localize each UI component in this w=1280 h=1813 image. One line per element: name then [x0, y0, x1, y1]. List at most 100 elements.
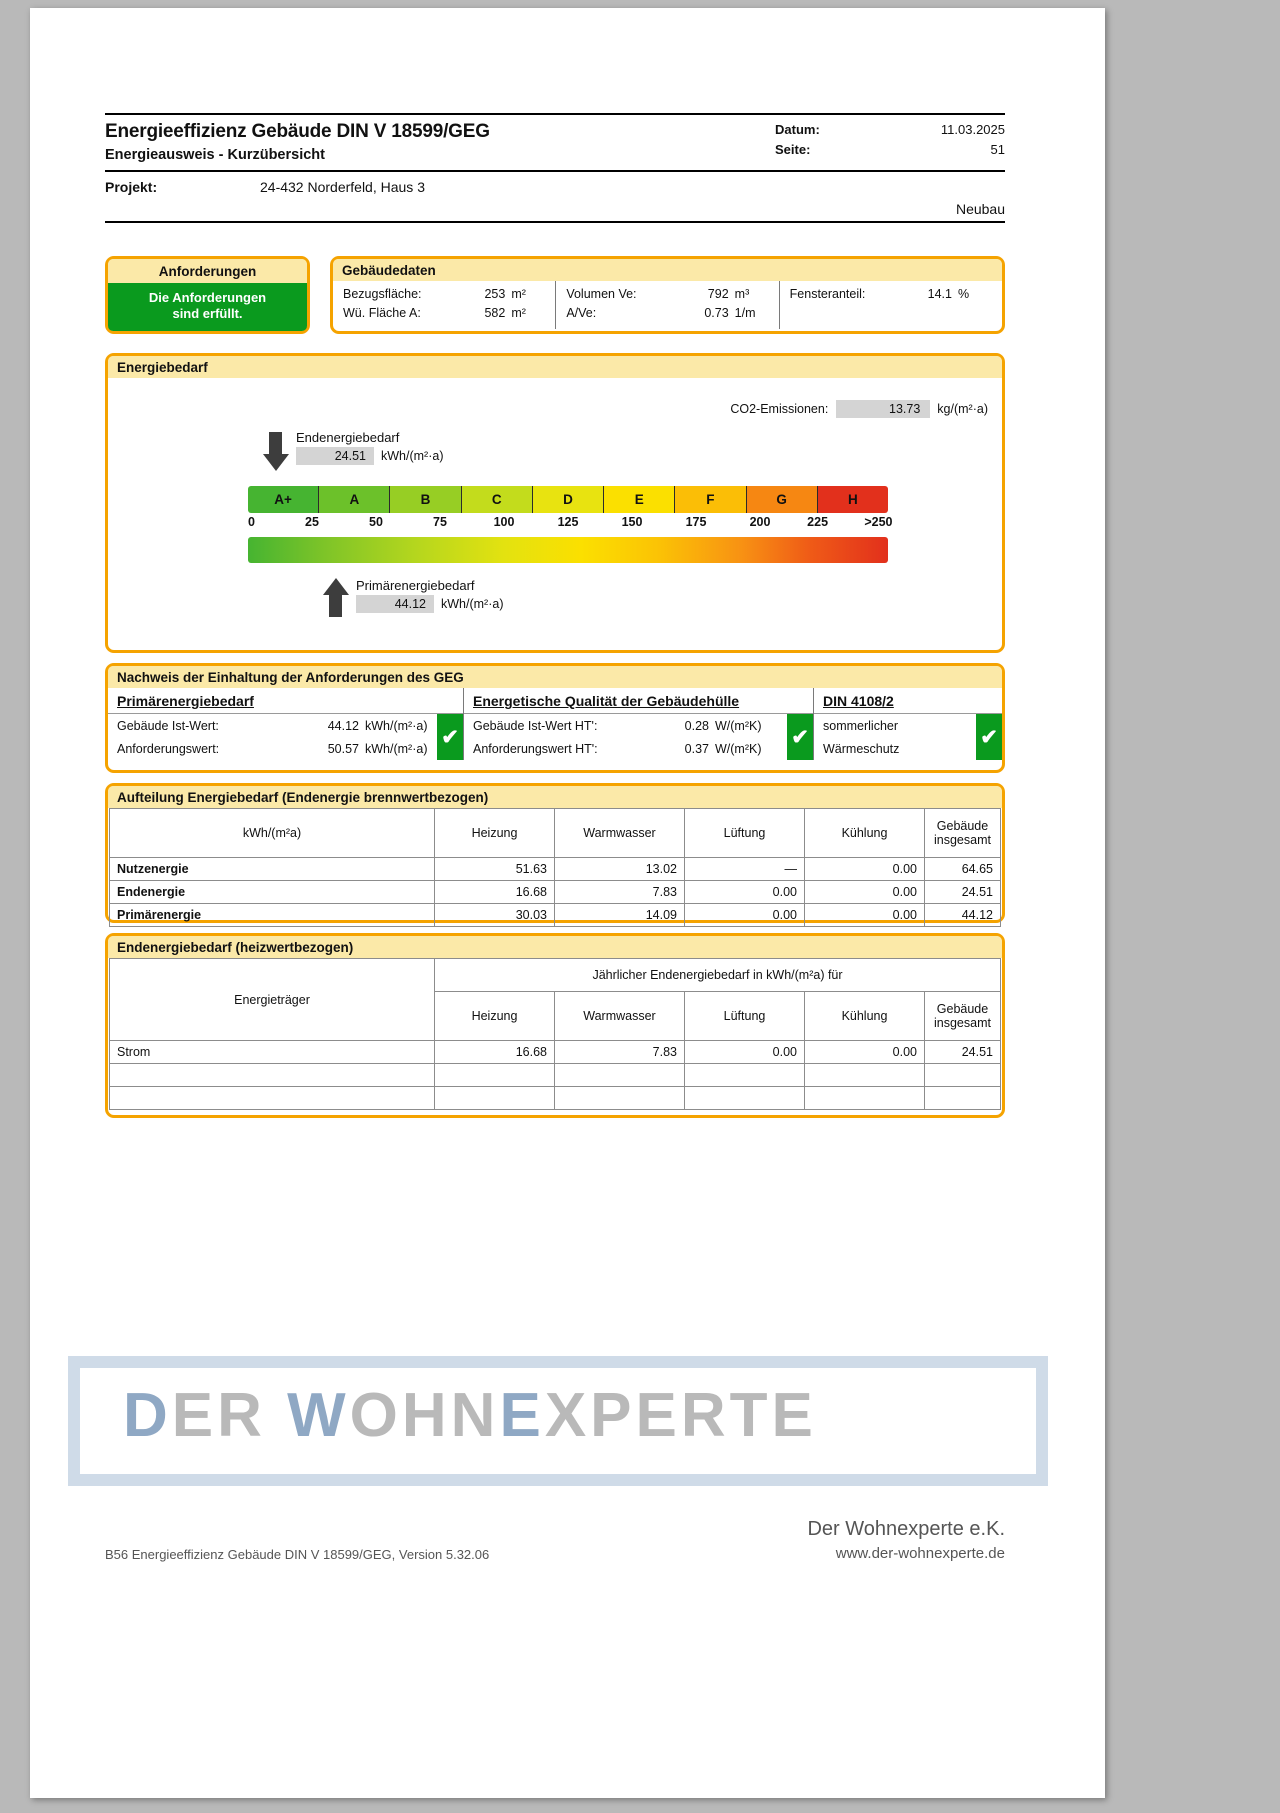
final-energy-title: Endenergiebedarf (heizwertbezogen)	[108, 936, 1002, 958]
footer-website[interactable]: www.der-wohnexperte.de	[835, 1545, 1005, 1562]
energy-demand-panel: Energiebedarf CO2-Emissionen: 13.73 kg/(…	[105, 353, 1005, 653]
compliance-col1-title: Primärenergiebedarf	[117, 693, 254, 709]
arrow-down-icon	[263, 432, 289, 471]
date-label: Datum:	[775, 122, 820, 137]
col-header-kuehlung: Kühlung	[804, 991, 925, 1041]
col-header-warmwasser: Warmwasser	[554, 808, 685, 858]
building-data-title: Gebäudedaten	[333, 259, 1002, 281]
cell-value: 24.51	[924, 880, 1001, 904]
watermark-part-4: OHN	[349, 1381, 500, 1450]
col-header-kuehlung: Kühlung	[804, 808, 925, 858]
cell-value: 0.00	[804, 1040, 925, 1064]
table-row: Strom 16.68 7.83 0.00 0.00 24.51	[109, 1040, 1001, 1064]
page-label: Seite:	[775, 142, 811, 157]
building-data-panel: Gebäudedaten Bezugsfläche: 253 m² Wü. Fl…	[330, 256, 1005, 334]
cell-value: 16.68	[434, 880, 555, 904]
primary-anforderung-label: Anforderungswert:	[117, 741, 220, 756]
primary-energy-marker: Primärenergiebedarf 44.12 kWh/(m²·a)	[323, 578, 504, 617]
table-header-row: Energieträger Jährlicher Endenergiebedar…	[109, 958, 1001, 1041]
volumen-label: Volumen Ve:	[566, 287, 637, 301]
checkmark-icon: ✔	[787, 714, 813, 760]
building-data-col-2: Volumen Ve: 792 m³ A/Ve: 0.73 1/m	[555, 281, 778, 329]
class-segment-g: G	[746, 486, 818, 513]
compliance-col-din: DIN 4108/2 sommerlicher Wärmeschutz ✔	[813, 688, 1002, 760]
watermark-frame	[68, 1356, 1048, 1486]
col-header-heizung: Heizung	[434, 991, 555, 1041]
scale-tick-labels: 0 25 50 75 100 125 150 175 200 225 >250	[248, 515, 892, 535]
header-rule-mid	[105, 170, 1005, 172]
cell-value: 7.83	[554, 1040, 685, 1064]
tick-label: 150	[621, 515, 643, 529]
building-data-row: Fensteranteil: 14.1 %	[790, 285, 992, 304]
cell-value: 0.00	[684, 903, 805, 927]
class-segment-h: H	[817, 486, 888, 513]
ht-ist-value: 0.28	[684, 718, 709, 733]
compliance-row: Wärmeschutz	[814, 737, 976, 760]
wu-flaeche-label: Wü. Fläche A:	[343, 306, 421, 321]
building-data-col-3: Fensteranteil: 14.1 %	[778, 281, 1002, 329]
watermark-part-2: ER	[171, 1381, 288, 1450]
fensteranteil-unit: %	[957, 287, 970, 301]
primary-energy-unit: kWh/(m²·a)	[441, 597, 504, 611]
ht-ist-label: Gebäude Ist-Wert HT':	[473, 718, 598, 733]
row-label-strom: Strom	[109, 1040, 435, 1064]
fensteranteil-value: 14.1	[927, 287, 952, 301]
primary-ist-unit: kWh/(m²·a)	[365, 718, 428, 733]
watermark-logo: DER WOHNEXPERTE	[68, 1338, 1058, 1503]
compliance-row: Gebäude Ist-Wert HT': 0.28 W/(m²K)	[464, 714, 787, 737]
cell-value: 0.00	[804, 903, 925, 927]
co2-emissions-row: CO2-Emissionen: 13.73 kg/(m²·a)	[730, 400, 988, 418]
primary-energy-label: Primärenergiebedarf	[356, 578, 475, 593]
ave-unit: 1/m	[734, 306, 756, 321]
tick-label: 25	[305, 515, 319, 529]
table-row: Endenergie 16.68 7.83 0.00 0.00 24.51	[109, 880, 1001, 904]
document-title: Energieeffizienz Gebäude DIN V 18599/GEG	[105, 121, 490, 142]
cell-value: 30.03	[434, 903, 555, 927]
compliance-row: Anforderungswert HT': 0.37 W/(m²K)	[464, 737, 787, 760]
tick-label: 175	[685, 515, 707, 529]
class-segment-b: B	[390, 486, 462, 513]
building-data-row-empty	[790, 304, 992, 323]
arrow-up-icon	[323, 578, 349, 617]
compliance-col2-title: Energetische Qualität der Gebäudehülle	[473, 693, 740, 709]
compliance-row: sommerlicher	[814, 714, 976, 737]
cell-value: 24.51	[924, 1040, 1001, 1064]
class-segment-c: C	[461, 486, 533, 513]
bezugsflaeche-label: Bezugsfläche:	[343, 287, 422, 301]
primary-anforderung-value: 50.57	[327, 741, 359, 756]
annual-demand-header: Jährlicher Endenergiebedarf in kWh/(m²a)…	[434, 958, 1001, 992]
col-header-lueftung: Lüftung	[684, 808, 805, 858]
requirements-panel: Anforderungen Die Anforderungen sind erf…	[105, 256, 310, 334]
table-row-empty	[109, 1063, 1001, 1087]
breakdown-panel: Aufteilung Energiebedarf (Endenergie bre…	[105, 783, 1005, 927]
tick-label: >250	[864, 515, 893, 529]
end-energy-unit: kWh/(m²·a)	[381, 449, 444, 463]
building-data-row: Volumen Ve: 792 m³	[566, 285, 768, 304]
col-header-heizung: Heizung	[434, 808, 555, 858]
breakdown-unit-header: kWh/(m²a)	[109, 808, 435, 858]
checkmark-icon: ✔	[976, 714, 1002, 760]
cell-value: 0.00	[804, 857, 925, 881]
row-label-primaerenergie: Primärenergie	[109, 903, 435, 927]
footer-company: Der Wohnexperte e.K.	[807, 1518, 1005, 1540]
efficiency-scale: A+ A B C D E F G H 0 25 50 75 100 125 15…	[248, 486, 892, 563]
checkmark-icon: ✔	[437, 714, 463, 760]
ht-ist-unit: W/(m²K)	[715, 718, 762, 733]
co2-unit: kg/(m²·a)	[937, 402, 988, 416]
date-value: 11.03.2025	[940, 122, 1005, 137]
compliance-row: Gebäude Ist-Wert: 44.12 kWh/(m²·a)	[108, 714, 437, 737]
document-footer: B56 Energieeffizienz Gebäude DIN V 18599…	[105, 1518, 1005, 1562]
compliance-title: Nachweis der Einhaltung der Anforderunge…	[108, 666, 1002, 688]
footer-version: B56 Energieeffizienz Gebäude DIN V 18599…	[105, 1547, 490, 1562]
cell-value: 7.83	[554, 880, 685, 904]
col-header-warmwasser: Warmwasser	[554, 991, 685, 1041]
col-header-gesamt: Gebäude insgesamt	[924, 808, 1001, 858]
compliance-col3-title: DIN 4108/2	[823, 693, 894, 709]
cell-value: 0.00	[684, 1040, 805, 1064]
co2-value: 13.73	[836, 400, 931, 418]
cell-value: 16.68	[434, 1040, 555, 1064]
tick-label: 225	[807, 515, 829, 529]
bezugsflaeche-value: 253	[484, 287, 506, 301]
header-rule-top	[105, 113, 1005, 115]
end-energy-label: Endenergiebedarf	[296, 430, 400, 445]
